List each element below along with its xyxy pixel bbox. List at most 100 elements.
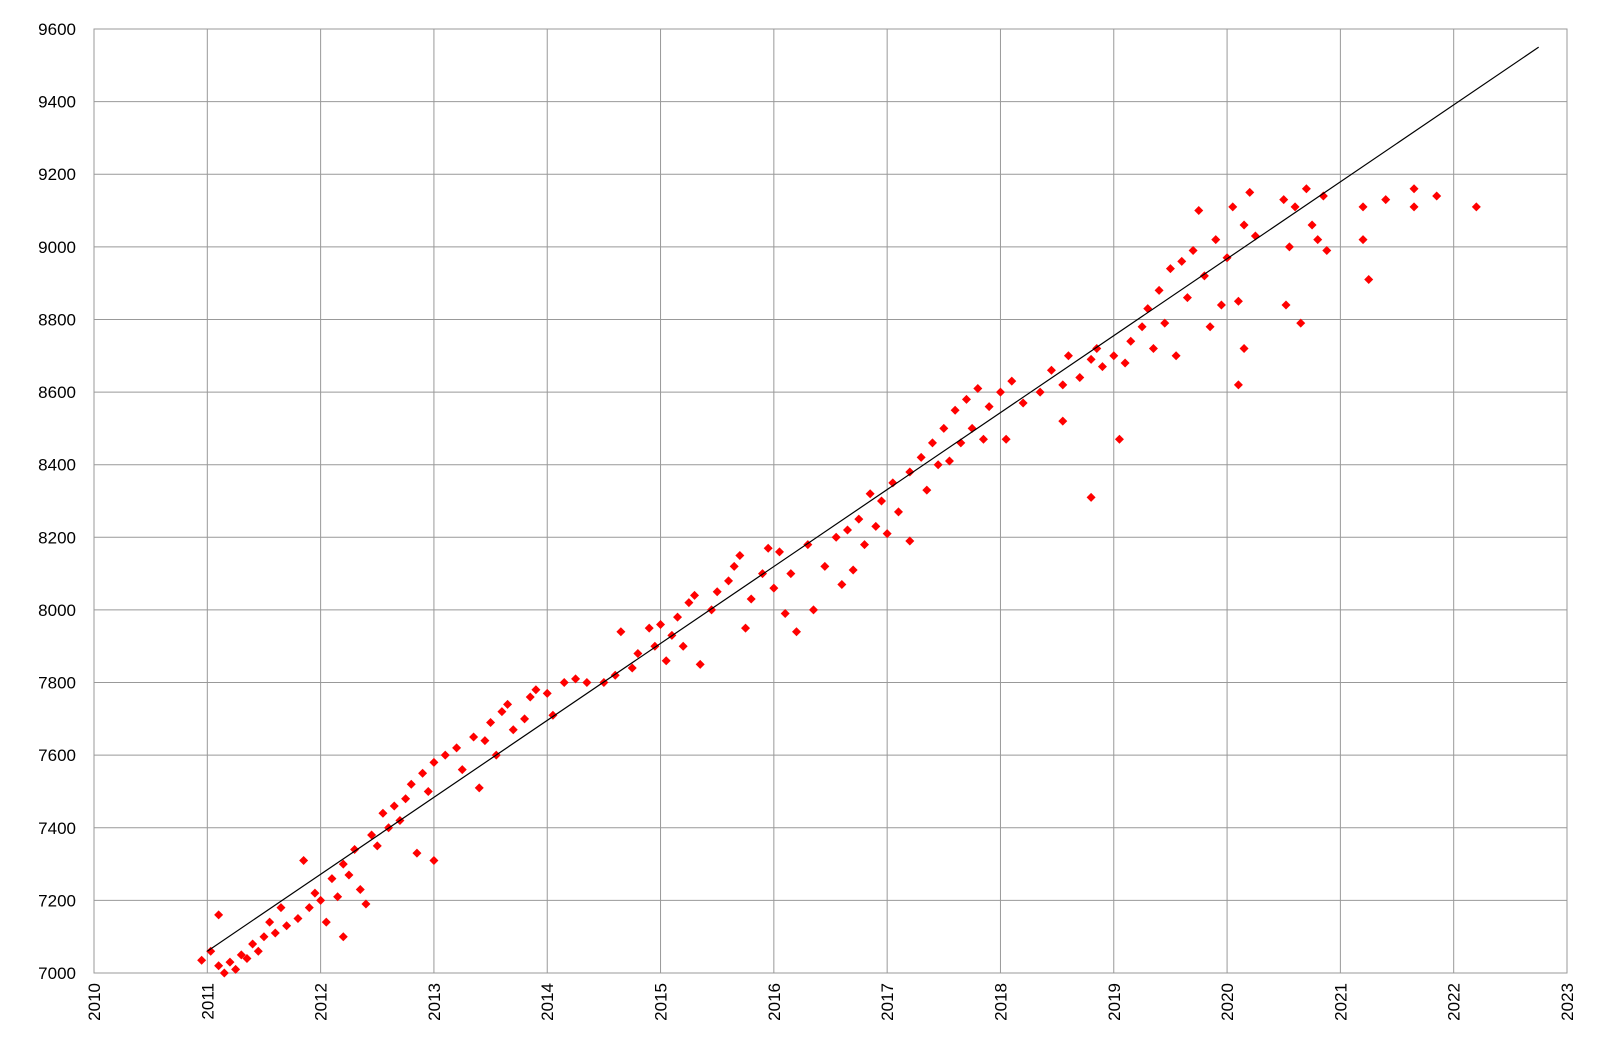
x-tick-label: 2012 — [312, 983, 331, 1021]
point — [995, 387, 1005, 397]
point — [882, 529, 892, 539]
point — [225, 957, 235, 967]
point — [786, 569, 796, 579]
y-tick-label: 9600 — [38, 20, 76, 39]
point — [1409, 184, 1419, 194]
point — [344, 870, 354, 880]
y-tick-label: 8000 — [38, 601, 76, 620]
x-tick-label: 2018 — [991, 983, 1010, 1021]
point — [1205, 322, 1215, 332]
point — [1063, 351, 1073, 361]
point — [429, 855, 439, 865]
x-tick-label: 2015 — [652, 983, 671, 1021]
point — [888, 478, 898, 488]
point — [259, 932, 269, 942]
point — [978, 434, 988, 444]
point — [1058, 380, 1068, 390]
point — [854, 514, 864, 524]
point — [333, 892, 343, 902]
point — [1143, 304, 1153, 314]
point — [1409, 202, 1419, 212]
point — [253, 946, 263, 956]
point — [338, 932, 348, 942]
y-tick-label: 8400 — [38, 456, 76, 475]
point — [338, 859, 348, 869]
point — [944, 456, 954, 466]
point — [206, 946, 216, 956]
point — [1313, 235, 1323, 245]
point — [1358, 202, 1368, 212]
y-tick-label: 7800 — [38, 674, 76, 693]
point — [837, 580, 847, 590]
point — [486, 717, 496, 727]
point — [304, 903, 314, 913]
point — [316, 895, 326, 905]
point — [769, 583, 779, 593]
point — [661, 656, 671, 666]
point — [423, 786, 433, 796]
point — [1381, 195, 1391, 205]
point — [780, 609, 790, 619]
point — [520, 714, 530, 724]
point — [656, 619, 666, 629]
point — [525, 692, 535, 702]
point — [1281, 300, 1291, 310]
point — [1296, 318, 1306, 328]
point — [1358, 235, 1368, 245]
point — [276, 903, 286, 913]
point — [1126, 336, 1136, 346]
point — [1239, 344, 1249, 354]
point — [1188, 245, 1198, 255]
point — [842, 525, 852, 535]
point — [792, 627, 802, 637]
point — [1216, 300, 1226, 310]
point — [372, 841, 382, 851]
y-tick-label: 7600 — [38, 746, 76, 765]
point — [310, 888, 320, 898]
point — [480, 736, 490, 746]
point — [270, 928, 280, 938]
y-tick-label: 9000 — [38, 238, 76, 257]
point — [1086, 492, 1096, 502]
point — [214, 961, 224, 971]
point — [231, 964, 241, 974]
x-tick-label: 2010 — [85, 983, 104, 1021]
point — [627, 663, 637, 673]
point — [905, 536, 915, 546]
point — [582, 678, 592, 688]
point — [809, 605, 819, 615]
point — [939, 423, 949, 433]
point — [1318, 191, 1328, 201]
point — [1114, 434, 1124, 444]
point — [961, 394, 971, 404]
y-tick-label: 9200 — [38, 165, 76, 184]
point — [361, 899, 371, 909]
point — [282, 921, 292, 931]
y-tick-label: 7200 — [38, 891, 76, 910]
point — [236, 950, 246, 960]
point — [197, 955, 207, 965]
point — [412, 848, 422, 858]
point — [865, 489, 875, 499]
point — [440, 750, 450, 760]
point — [1097, 362, 1107, 372]
x-tick-label: 2023 — [1558, 983, 1577, 1021]
point — [905, 467, 915, 477]
x-tick-label: 2022 — [1445, 983, 1464, 1021]
point — [429, 757, 439, 767]
point — [321, 917, 331, 927]
point — [1290, 202, 1300, 212]
point — [293, 914, 303, 924]
point — [1046, 365, 1056, 375]
point — [378, 808, 388, 818]
point — [355, 884, 365, 894]
point — [673, 612, 683, 622]
point — [1160, 318, 1170, 328]
point — [984, 402, 994, 412]
point — [1307, 220, 1317, 230]
point — [503, 699, 513, 709]
point — [219, 968, 229, 978]
point — [508, 725, 518, 735]
point — [1086, 354, 1096, 364]
